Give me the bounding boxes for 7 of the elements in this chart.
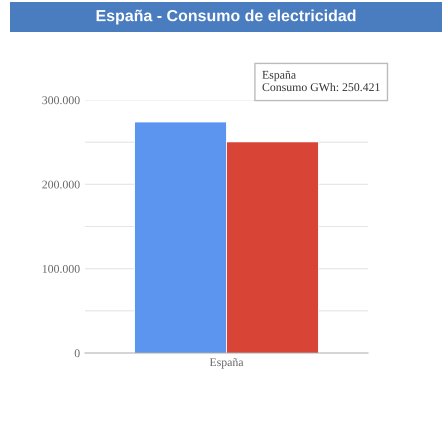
text: España Consumo GWh: 250.421 <box>262 70 380 92</box>
y-tick-label: 0 <box>74 349 80 358</box>
x-tick-label: España <box>210 358 244 369</box>
y-tick-label: 100.000 <box>42 264 80 273</box>
chart-title: España - Consumo de electricidad <box>96 10 356 24</box>
y-tick-label: 200.000 <box>42 180 80 189</box>
y-tick-label: 300.000 <box>42 96 80 104</box>
